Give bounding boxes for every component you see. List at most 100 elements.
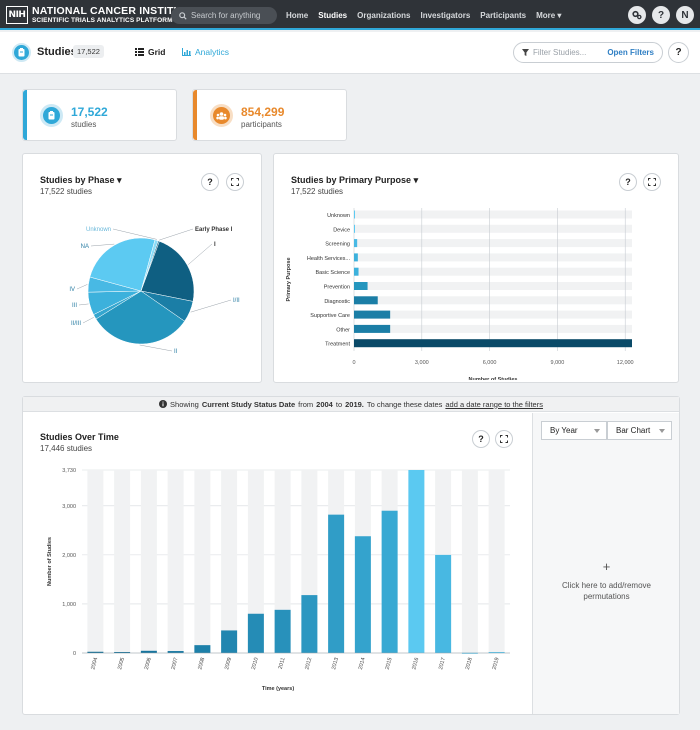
pie-slice-7 [89, 237, 156, 292]
logo-title: NATIONAL CANCER INSTITUTE [32, 5, 196, 17]
stat-accent-bar [23, 90, 27, 140]
purpose-xtick-2: 6,000 [483, 360, 497, 366]
nav-link-participants[interactable]: Participants [480, 10, 527, 20]
stat-accent-bar [193, 90, 197, 140]
time-expand-button[interactable] [495, 430, 513, 448]
time-xtick-13: 2017 [438, 657, 447, 670]
pie-leader-7 [90, 243, 115, 247]
purpose-expand-button[interactable] [643, 173, 661, 191]
filter-icon [522, 49, 529, 56]
pie-slice-1 [140, 240, 195, 302]
time-chart-subtitle: 17,446 studies [40, 444, 93, 453]
top-nav: NIH NATIONAL CANCER INSTITUTE SCIENTIFIC… [0, 0, 700, 30]
nav-link-investigators[interactable]: Investigators [420, 10, 471, 20]
info-icon [159, 400, 168, 408]
page-help-button[interactable]: ? [668, 42, 689, 63]
phase-chart-title-dropdown[interactable]: Studies by Phase ▾ [40, 175, 122, 186]
time-bar-4 [194, 645, 211, 653]
purpose-xtick-4: 12,000 [617, 360, 634, 366]
add-date-range-link[interactable]: add a date range to the filters [445, 399, 543, 409]
nav-link-studies[interactable]: Studies [318, 10, 348, 20]
grid-view-tab[interactable]: Grid [135, 47, 165, 57]
time-bar-bg-0 [87, 470, 104, 653]
time-xtick-4: 2008 [197, 657, 206, 670]
purpose-bar-9 [354, 339, 632, 348]
time-help-button[interactable]: ? [472, 430, 490, 448]
analytics-view-tab[interactable]: Analytics [182, 47, 229, 57]
pie-label-3: II [174, 349, 178, 355]
studies-count-badge: 17,522 [73, 45, 104, 58]
time-xtick-9: 2013 [331, 657, 340, 670]
chevron-down-icon [594, 429, 600, 433]
bar-chart-icon [182, 48, 191, 56]
phase-help-button[interactable]: ? [201, 173, 219, 191]
time-bar-15 [488, 652, 505, 654]
time-bar-11 [381, 510, 398, 653]
user-avatar[interactable]: N [676, 6, 694, 24]
pie-leader-2 [190, 299, 232, 313]
nih-logo-mark: NIH [6, 6, 28, 24]
date-range-info-bar: Showing Current Study Status Date from 2… [23, 397, 679, 412]
purpose-help-button[interactable]: ? [619, 173, 637, 191]
open-filters-button[interactable]: Open Filters [607, 48, 654, 57]
purpose-bar-2 [354, 239, 358, 248]
global-search-input[interactable]: Search for anything [171, 7, 277, 24]
time-xtick-5: 2009 [224, 657, 233, 670]
nav-link-home[interactable]: Home [286, 10, 309, 20]
time-bar-bg-14 [461, 470, 478, 653]
studies-stat-value: 17,522 [71, 105, 108, 119]
purpose-bar-3 [354, 253, 358, 262]
pie-slice-3 [95, 290, 185, 345]
help-button[interactable]: ? [652, 6, 670, 24]
time-bar-chart: 0 1,000 2,000 3,000 3,730 2004 2005 2006 2007 200… [47, 468, 510, 692]
pie-leader-0 [159, 228, 194, 241]
time-bar-bg-7 [274, 470, 291, 653]
time-xtick-11: 2015 [385, 657, 394, 670]
grid-view-label: Grid [148, 47, 166, 57]
time-bar-2 [140, 650, 157, 653]
pie-leader-8 [112, 228, 157, 240]
nci-logo[interactable]: NIH NATIONAL CANCER INSTITUTE SCIENTIFIC… [6, 5, 195, 25]
time-bar-12 [408, 470, 425, 653]
add-permutations-button[interactable]: + Click here to add/remove permutations [533, 558, 680, 603]
expand-icon [648, 178, 656, 186]
nav-link-more[interactable]: More ▾ [536, 10, 562, 20]
phase-expand-button[interactable] [226, 173, 244, 191]
plus-icon: + [602, 559, 611, 574]
time-bar-bg-2 [140, 470, 157, 653]
purpose-xtick-0: 0 [352, 360, 355, 366]
participants-icon [210, 104, 233, 127]
purpose-xtick-1: 3,000 [415, 360, 429, 366]
time-xtick-3: 2007 [171, 657, 180, 670]
logo-subtitle: SCIENTIFIC TRIALS ANALYTICS PLATFORM [32, 16, 173, 24]
purpose-category-label-6: Diagnostic [324, 299, 350, 305]
purpose-category-label-1: Device [333, 227, 350, 233]
purpose-bar-bg-4 [354, 267, 632, 276]
time-x-axis-label: Time (years) [262, 686, 294, 692]
time-bar-bg-3 [167, 470, 184, 653]
nav-link-organizations[interactable]: Organizations [357, 10, 411, 20]
time-xtick-7: 2011 [278, 657, 287, 670]
purpose-bar-0 [354, 210, 355, 219]
purpose-category-label-8: Other [336, 327, 350, 333]
purpose-chart-title-dropdown[interactable]: Studies by Primary Purpose ▾ [291, 175, 418, 186]
time-ytick-4: 3,730 [62, 468, 76, 474]
add-permutations-text-1: Click here to add/remove [562, 581, 651, 591]
chart-type-select[interactable]: Bar Chart [607, 421, 672, 440]
info-to-year: 2019. [345, 399, 364, 409]
time-bar-7 [274, 609, 291, 653]
studies-stat-label: studies [71, 120, 97, 129]
time-xtick-2: 2006 [144, 657, 153, 670]
studies-stat-card: 17,522 studies [22, 89, 177, 141]
purpose-bar-bg-7 [354, 310, 632, 319]
settings-button[interactable] [628, 6, 646, 24]
purpose-xtick-3: 9,000 [551, 360, 565, 366]
filter-studies-input[interactable]: Filter Studies... Open Filters [513, 42, 663, 63]
time-chart-title: Studies Over Time [40, 432, 119, 442]
time-bar-13 [435, 554, 452, 653]
pie-label-0: Early Phase I [195, 227, 233, 233]
pie-label-6: IV [69, 287, 75, 293]
period-select[interactable]: By Year [541, 421, 607, 440]
clipboard-icon [40, 104, 63, 127]
time-xtick-15: 2019 [492, 657, 501, 670]
